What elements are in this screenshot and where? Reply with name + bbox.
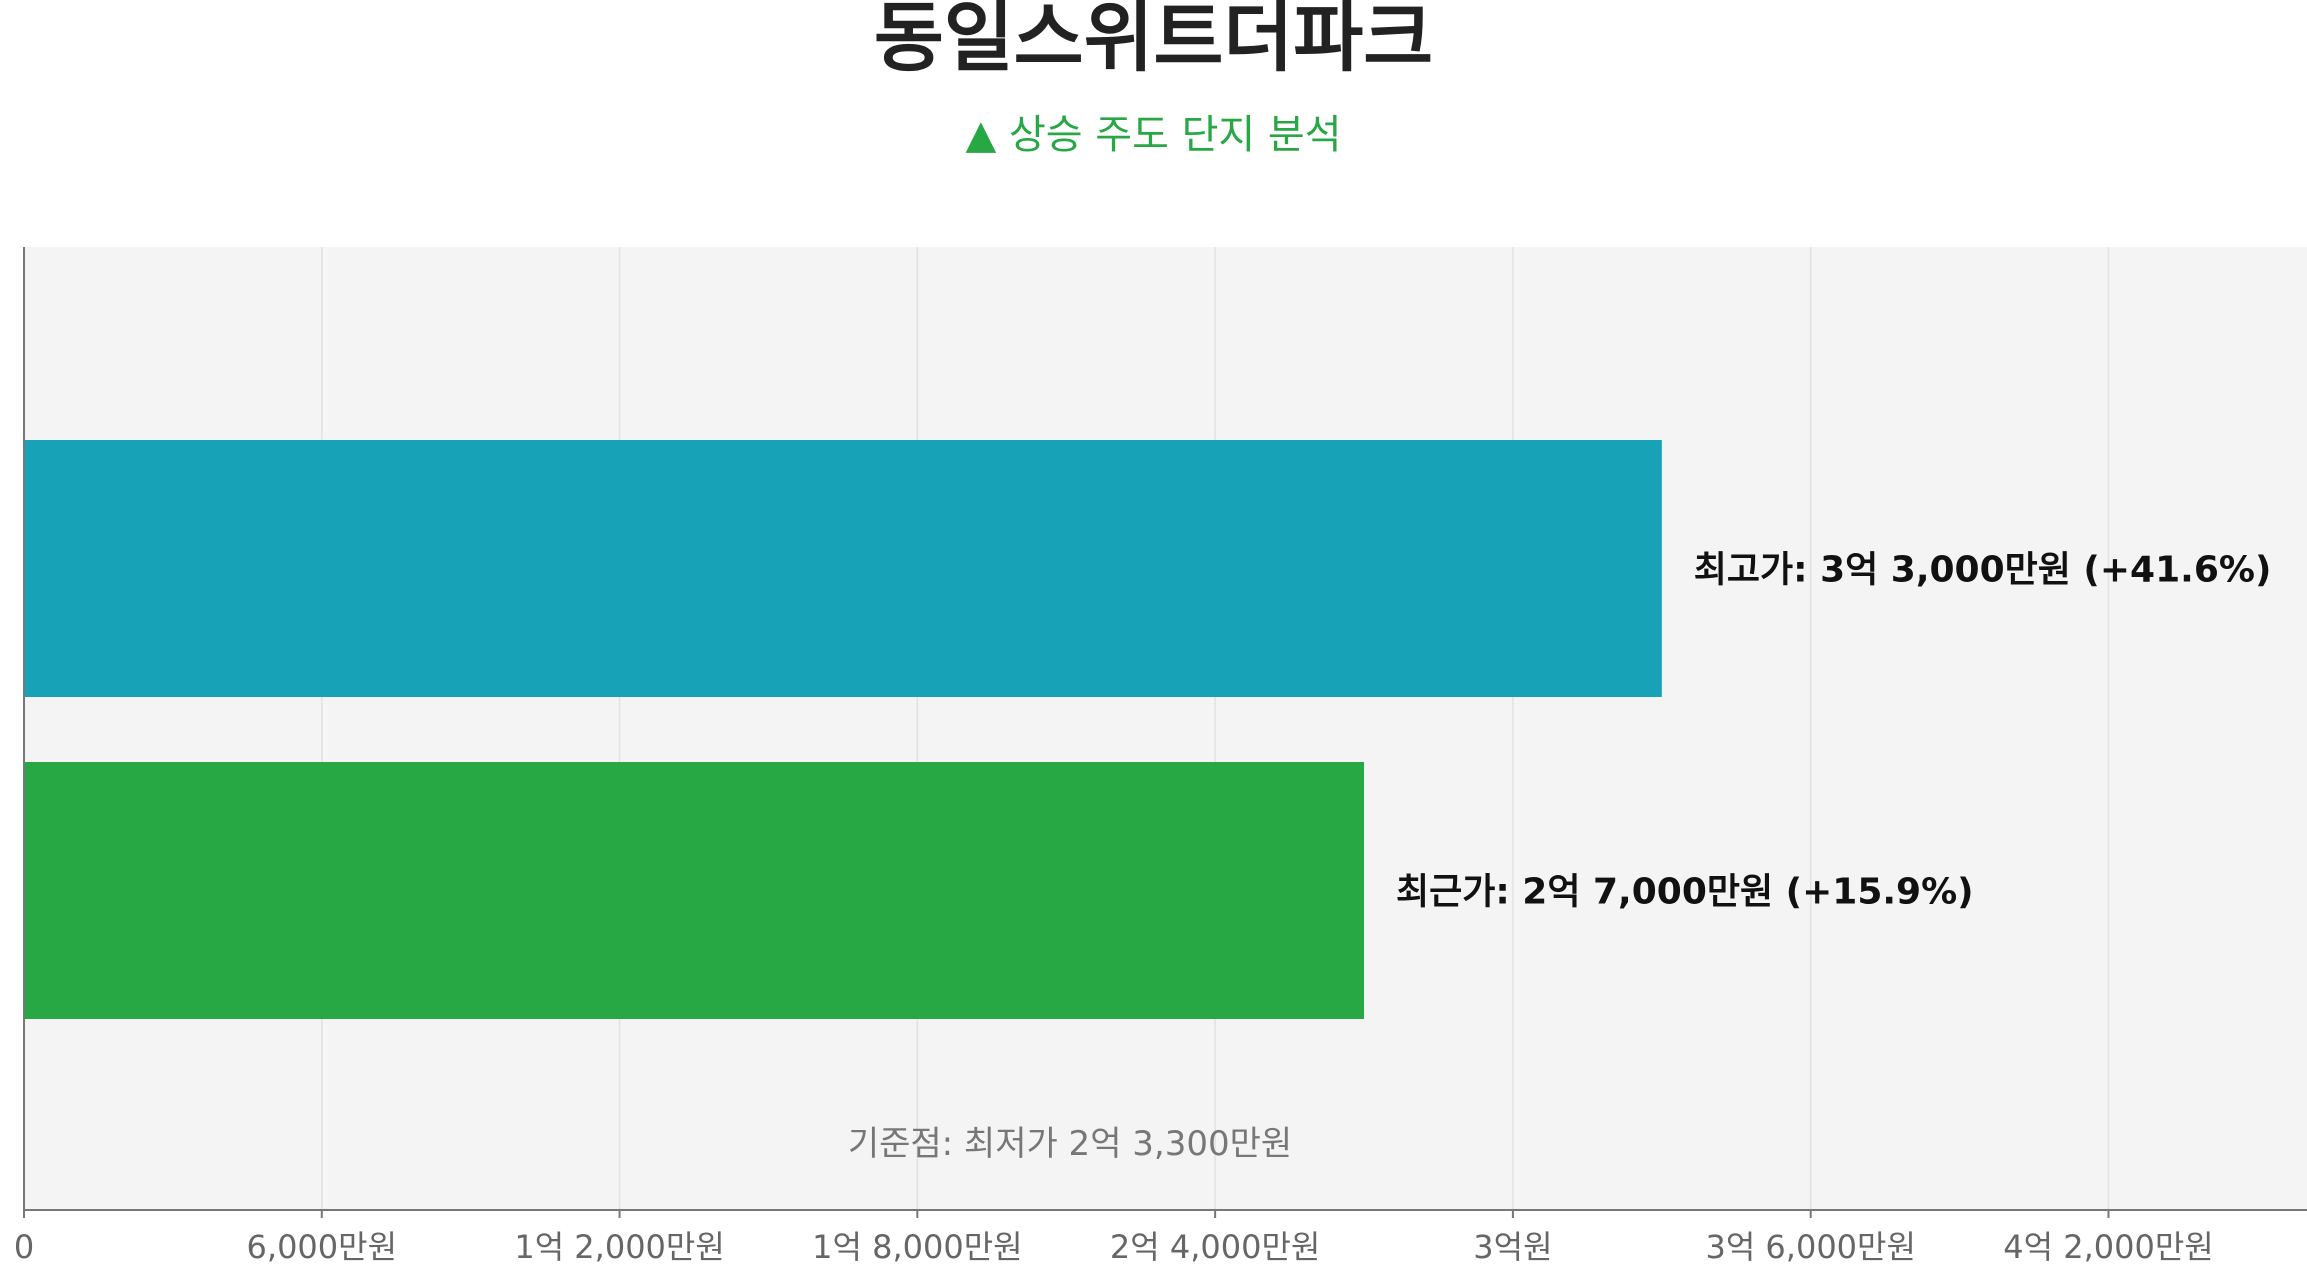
baseline-annotation: 기준점: 최저가 2억 3,300만원 <box>848 1124 1292 1164</box>
bar-labels: 최고가: 3억 3,000만원 (+41.6%) 최근가: 2억 7,000만원 … <box>1396 550 2271 913</box>
x-axis-ticks: 0 6,000만원 1억 2,000만원 1억 8,000만원 2억 4,000만원 3억… <box>14 1210 2214 1266</box>
x-tick-label: 4억 2,000만원 <box>2003 1228 2213 1266</box>
bar-value-label: 최고가: 3억 3,000만원 (+41.6%) <box>1694 550 2272 591</box>
x-tick-label: 6,000만원 <box>247 1228 398 1266</box>
x-tick-label: 1억 8,000만원 <box>812 1228 1022 1266</box>
x-tick-label: 0 <box>14 1228 34 1266</box>
bar <box>24 762 1365 1019</box>
chart-title: 동일스위트더파크 <box>873 0 1434 82</box>
bar <box>24 440 1662 697</box>
x-tick-label: 3억 6,000만원 <box>1705 1228 1915 1266</box>
bars <box>24 440 1662 1019</box>
chart-subtitle: ▲ 상승 주도 단지 분석 <box>965 112 1342 158</box>
x-tick-label: 2억 4,000만원 <box>1110 1228 1320 1266</box>
x-tick-label: 3억원 <box>1473 1228 1552 1266</box>
plot-background <box>24 247 2307 1210</box>
bar-value-label: 최근가: 2억 7,000만원 (+15.9%) <box>1396 872 1974 913</box>
x-tick-label: 1억 2,000만원 <box>514 1228 724 1266</box>
grid-lines <box>321 247 2110 1210</box>
